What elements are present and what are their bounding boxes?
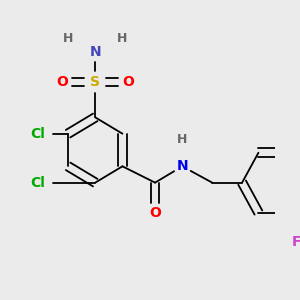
Text: H: H xyxy=(177,133,188,146)
Text: H: H xyxy=(117,32,128,45)
Text: S: S xyxy=(90,75,100,89)
Text: N: N xyxy=(89,45,101,59)
Text: Cl: Cl xyxy=(31,127,46,141)
Text: Cl: Cl xyxy=(31,176,46,190)
Text: O: O xyxy=(122,75,134,89)
Text: H: H xyxy=(63,32,73,45)
Text: O: O xyxy=(57,75,68,89)
Text: N: N xyxy=(176,159,188,173)
Text: O: O xyxy=(149,206,161,220)
Text: F: F xyxy=(292,236,300,250)
